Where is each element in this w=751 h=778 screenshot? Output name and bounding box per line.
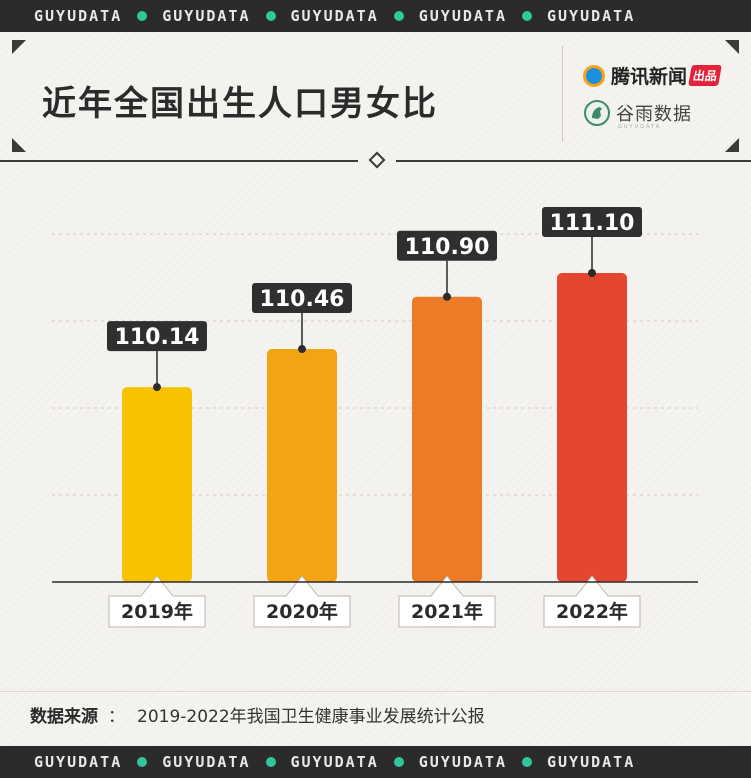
ticker-item: GUYUDATA (34, 7, 162, 25)
bar-2020年 (267, 349, 337, 582)
ticker-item: GUYUDATA (291, 753, 419, 771)
footer-separator (0, 691, 751, 692)
ticker-text: GUYUDATA (290, 7, 379, 25)
ticker-dot (522, 11, 532, 21)
source-colon: ： (108, 707, 125, 727)
category-label: 2022年 (556, 600, 628, 623)
ticker-item: GUYUDATA (547, 753, 635, 771)
ticker-text: GUYUDATA (34, 7, 123, 25)
category-label: 2020年 (266, 600, 338, 623)
guyu-horse-icon (584, 100, 610, 126)
ticker-dot (393, 757, 404, 767)
category-tag (398, 575, 496, 628)
ticker-text: GUYUDATA (290, 753, 379, 771)
logo-primary-text: 腾讯新闻 (611, 66, 688, 88)
corner-mark (12, 40, 26, 54)
tencent-news-logo: 腾讯新闻 出品 (583, 62, 722, 89)
ticker-item: GUYUDATA (291, 7, 419, 25)
bar-2021年 (412, 296, 482, 582)
header-separator (562, 46, 563, 142)
corner-mark (725, 40, 739, 54)
ticker-text: GUYUDATA (547, 7, 636, 25)
top-ticker: GUYUDATA GUYUDATA GUYUDATA GUYUDATA GUYUDATA (0, 0, 751, 32)
ticker-item: GUYUDATA (419, 7, 547, 25)
category-tag (108, 575, 206, 628)
ticker-item: GUYUDATA (547, 7, 635, 25)
label-dot (153, 383, 161, 392)
value-label-box (542, 207, 642, 237)
source-text: 2019-2022年我国卫生健康事业发展统计公报 (137, 707, 485, 727)
corner-mark (725, 138, 739, 152)
value-label: 111.10 (550, 211, 635, 236)
guyu-data-logo: 谷雨数据 GUYUDATA (584, 100, 692, 130)
ticker-item: GUYUDATA (162, 753, 290, 771)
label-dot (443, 292, 451, 301)
chart-title: 近年全国出生人口男女比 (42, 84, 438, 124)
value-label: 110.46 (260, 287, 345, 312)
bottom-ticker: GUYUDATA GUYUDATA GUYUDATA GUYUDATA GUYUDATA (0, 746, 751, 778)
data-source: 数据来源 ： 2019-2022年我国卫生健康事业发展统计公报 (30, 702, 485, 727)
ticker-dot (265, 11, 276, 21)
ticker-dot (137, 11, 148, 21)
category-tag (543, 575, 641, 628)
tencent-news-icon (583, 64, 605, 87)
source-label: 数据来源 (30, 707, 98, 727)
ticker-item: GUYUDATA (419, 753, 547, 771)
ticker-text: GUYUDATA (418, 7, 507, 25)
header-divider (396, 160, 751, 162)
header-divider (0, 160, 358, 162)
ticker-text: GUYUDATA (162, 753, 251, 771)
ticker-dot (393, 11, 404, 21)
category-label: 2019年 (121, 600, 193, 623)
ticker-item: GUYUDATA (162, 7, 290, 25)
corner-mark (12, 138, 26, 152)
value-label: 110.90 (405, 235, 490, 260)
value-label-box (252, 283, 352, 314)
ticker-item: GUYUDATA (34, 753, 162, 771)
bar-2019年 (122, 387, 192, 582)
ticker-text: GUYUDATA (162, 7, 251, 25)
ticker-text: GUYUDATA (34, 753, 123, 771)
label-dot (298, 345, 306, 354)
category-tag (253, 575, 351, 628)
category-label: 2021年 (411, 600, 483, 623)
value-label-box (397, 230, 497, 261)
ticker-text: GUYUDATA (547, 753, 636, 771)
value-label: 110.14 (115, 325, 200, 350)
label-dot (588, 269, 596, 277)
ticker-dot (137, 757, 148, 767)
bar-2022年 (557, 273, 627, 582)
ticker-text: GUYUDATA (418, 753, 507, 771)
ticker-dot (522, 757, 532, 767)
bar-chart: 110.14 2019年 110.46 2020年 110.90 2021年 111.10 2… (52, 207, 698, 628)
ticker-dot (265, 757, 276, 767)
logo-secondary-text: 谷雨数据 (616, 104, 692, 125)
logo-secondary-subtext: GUYUDATA (618, 124, 662, 130)
value-label-box (107, 321, 207, 352)
